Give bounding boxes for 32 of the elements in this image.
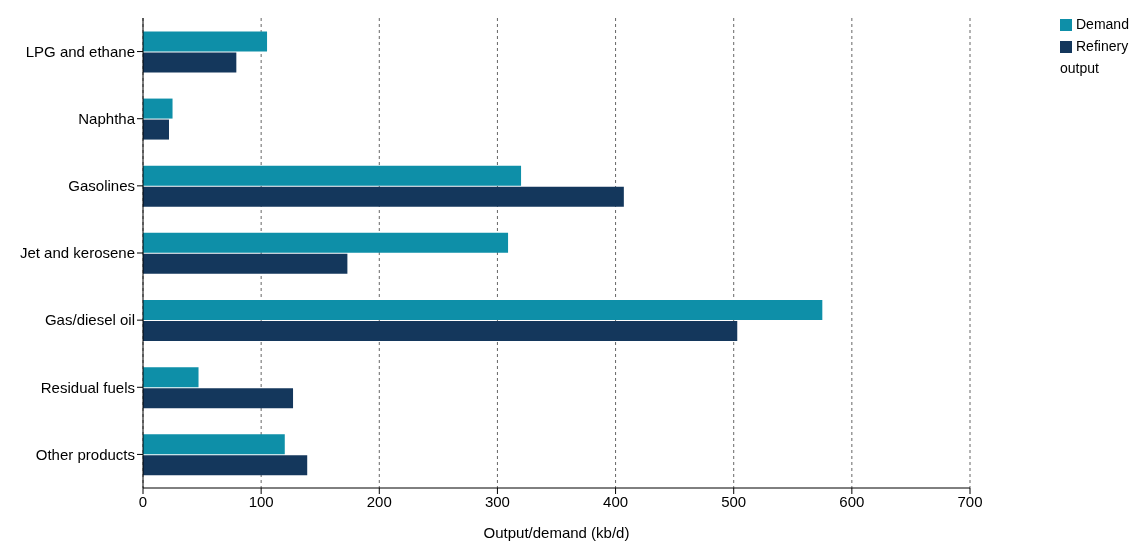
bar: [143, 321, 738, 341]
y-tick-label: Residual fuels: [40, 378, 135, 396]
x-tick-label: 300: [484, 492, 510, 510]
x-tick-label: 100: [248, 492, 274, 510]
bar: [143, 253, 348, 274]
bar: [143, 455, 308, 476]
legend-label: Refinery output: [1060, 38, 1129, 76]
x-tick-label: 200: [366, 492, 392, 510]
bar: [143, 186, 624, 207]
bar: [143, 434, 285, 455]
bar: [143, 367, 199, 388]
bar: [143, 165, 522, 186]
x-tick-label: 0: [138, 492, 148, 510]
bar: [143, 31, 268, 52]
x-tick-label: 700: [957, 492, 983, 510]
bar: [143, 119, 169, 140]
bar: [143, 52, 237, 73]
y-tick-label: Other products: [35, 445, 135, 463]
x-axis-title: Output/demand (kb/d): [483, 524, 630, 541]
x-tick-label: 500: [721, 492, 747, 510]
bar: [143, 98, 173, 119]
x-tick-label: 600: [839, 492, 865, 510]
x-tick-label: 400: [603, 492, 629, 510]
y-tick-label: Naphtha: [78, 110, 136, 128]
bar: [143, 388, 294, 409]
y-tick-label: Jet and kerosene: [19, 244, 135, 262]
legend-label: Demand: [1076, 16, 1129, 32]
y-tick-label: Gasolines: [68, 177, 135, 195]
y-tick-label: Gas/diesel oil: [44, 311, 135, 329]
bar: [143, 300, 823, 320]
y-tick-label: LPG and ethane: [25, 42, 135, 60]
bar: [143, 232, 509, 253]
